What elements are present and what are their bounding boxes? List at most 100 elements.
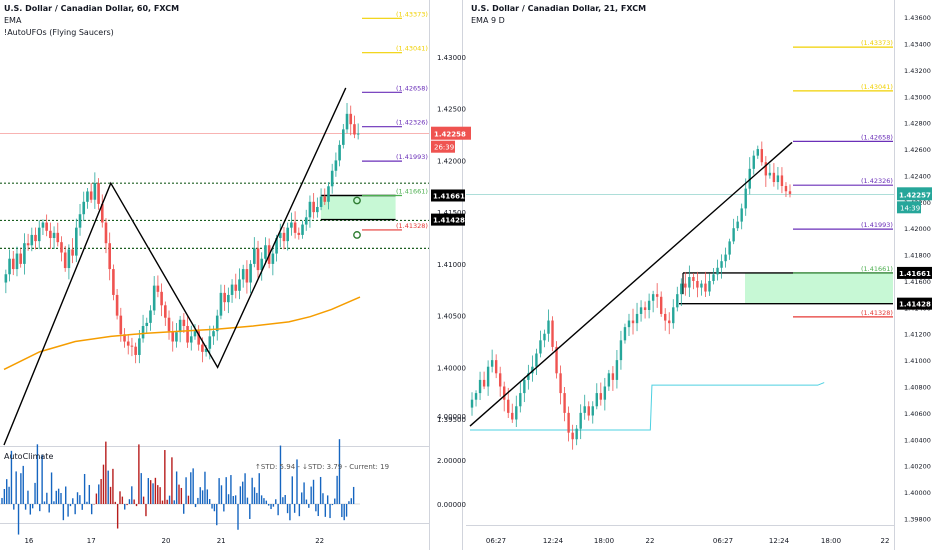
right-candle-body (760, 149, 764, 163)
right-candle-body (575, 428, 578, 440)
right-candle-body (752, 155, 755, 169)
right-chart-header: U.S. Dollar / Canadian Dollar, 21, FXCM … (471, 3, 646, 27)
left-candle-body (234, 284, 238, 291)
right-ema9d-line (470, 382, 825, 431)
oscillator-title: AutoClimate (4, 452, 54, 461)
left-candle-body (178, 319, 182, 333)
right-candle-body (470, 399, 474, 408)
left-candle-body (204, 348, 208, 352)
left-candle-body (164, 305, 167, 318)
right-y-tick-label: 1.43000 (904, 93, 931, 101)
right-candle-body (744, 188, 747, 209)
right-candle-body (587, 406, 590, 416)
right-y-tick-label: 1.39800 (904, 515, 931, 523)
left-candle-body (149, 310, 152, 323)
right-x-tick-label: 06:27 (486, 537, 506, 545)
left-candle-body (86, 191, 89, 202)
right-candle-body (507, 399, 510, 413)
left-candle-body (167, 317, 171, 332)
left-x-tick-label: 21 (217, 537, 226, 545)
right-level-tag-bg (897, 266, 932, 279)
left-candle-body (19, 253, 22, 264)
left-candle-body (8, 258, 11, 275)
left-level-tag-value: 1.41661 (433, 192, 465, 200)
left-y-tick-label: 1.41000 (437, 261, 466, 269)
left-candle-body (41, 222, 45, 228)
right-countdown-value: 14:39 (900, 204, 920, 212)
right-y-tick-label: 1.42600 (904, 146, 931, 154)
left-candle-body (189, 336, 193, 343)
right-candle-body (519, 393, 522, 407)
left-candle-body (197, 331, 200, 345)
left-candle-body (182, 319, 186, 326)
left-candle-body (104, 222, 108, 244)
right-y-tick-label: 1.40400 (904, 436, 931, 444)
left-candle-body (219, 292, 223, 316)
right-x-tick-label: 18:00 (821, 537, 841, 545)
right-y-tick-label: 1.41600 (904, 278, 931, 286)
right-candle-body (498, 373, 502, 387)
left-y-tick-label: 1.41500 (437, 209, 466, 217)
left-candle-body (304, 217, 308, 225)
right-candle-body (736, 221, 739, 229)
right-candle-body (555, 346, 558, 374)
left-y-tick-label: 1.40500 (437, 313, 466, 321)
left-candle-body (67, 249, 71, 269)
left-candle-body (312, 201, 315, 213)
left-candle-body (342, 129, 345, 145)
right-level-tag-bg (897, 297, 932, 310)
left-y-tick-label: 1.42000 (437, 157, 466, 165)
right-level-label: (1.41328) (861, 309, 893, 317)
osc-y-tick-label: 4.00000 (437, 413, 466, 421)
right-saucer-box (745, 272, 893, 304)
left-candle-body (11, 258, 15, 270)
left-candle-body (63, 252, 67, 269)
left-y-tick-label: 1.39500 (437, 416, 466, 424)
left-candle-body (75, 227, 78, 256)
right-y-tick-label: 1.42800 (904, 120, 931, 128)
right-y-tick-label: 1.42000 (904, 225, 931, 233)
left-candle-body (297, 232, 301, 235)
right-y-tick-label: 1.43600 (904, 14, 931, 22)
left-candle-body (241, 269, 245, 280)
right-candle-body (494, 360, 498, 374)
left-candle-body (93, 183, 97, 200)
left-candle-body (212, 331, 215, 337)
left-x-tick-label: 16 (24, 537, 33, 545)
right-candle-body (623, 327, 627, 341)
right-level-label: (1.42326) (861, 177, 893, 185)
left-candle-body (175, 332, 178, 342)
right-candle-body (478, 379, 482, 394)
left-level-label: (1.42326) (396, 119, 428, 127)
right-x-tick-label: 22 (646, 537, 655, 545)
left-x-tick-label: 20 (162, 537, 171, 545)
left-zigzag-line (3, 87, 347, 446)
right-candle-body (486, 366, 490, 387)
left-candle-body (134, 346, 137, 355)
right-candle-body (515, 406, 518, 420)
right-candle-body (631, 320, 635, 324)
osc-y-tick-label: 2.00000 (437, 457, 466, 465)
right-chart-title: U.S. Dollar / Canadian Dollar, 21, FXCM (471, 4, 647, 13)
right-candle-body (688, 277, 691, 288)
left-chart-title: U.S. Dollar / Canadian Dollar, 60, FXCM (4, 4, 180, 13)
right-candle-body (535, 353, 538, 367)
left-candle-body (193, 331, 197, 337)
left-candle-body (245, 269, 249, 283)
left-candle-body (60, 242, 63, 253)
left-candle-body (334, 160, 338, 171)
left-level-label: (1.41328) (396, 222, 428, 230)
left-candle-body (223, 292, 226, 303)
right-level-label: (1.43041) (861, 83, 893, 91)
right-candle-body (603, 386, 607, 400)
right-candle-body (740, 208, 743, 222)
left-candle-body (78, 214, 82, 228)
right-candle-body (474, 393, 478, 400)
right-candle-body (607, 373, 611, 387)
left-y-tick-label: 1.42500 (437, 106, 466, 114)
left-candle-body (89, 191, 93, 200)
left-candle-body (82, 201, 86, 215)
right-y-tick-label: 1.40600 (904, 410, 931, 418)
left-candle-body (138, 338, 141, 355)
left-level-label: (1.43373) (396, 10, 428, 18)
